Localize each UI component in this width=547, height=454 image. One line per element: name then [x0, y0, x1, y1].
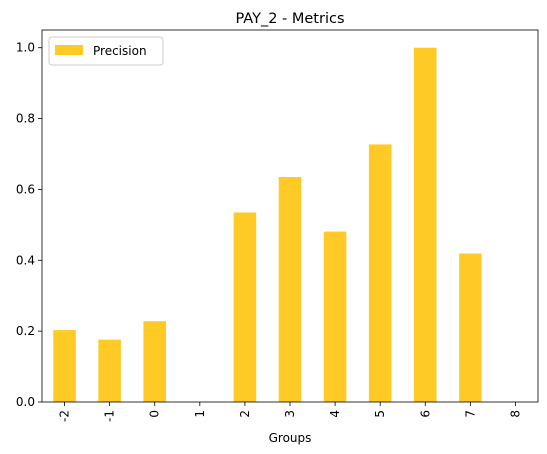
- x-tick-label-0: 0: [148, 410, 162, 418]
- x-tick-label-4: 4: [328, 410, 342, 418]
- y-tick-label-0.6: 0.6: [16, 182, 35, 196]
- bar-5: [368, 144, 392, 402]
- x-tick-label--2: -2: [58, 410, 72, 422]
- y-tick-label-1.0: 1.0: [16, 41, 35, 55]
- legend-swatch: [55, 45, 83, 55]
- legend-label: Precision: [93, 44, 147, 58]
- x-tick-label--1: -1: [103, 410, 117, 422]
- legend-box: [48, 36, 164, 66]
- x-tick-label-6: 6: [418, 410, 432, 418]
- x-axis: -2 -1 0 1 2 3 4 5 6 7 8: [58, 402, 522, 422]
- bar-7: [459, 253, 482, 402]
- x-tick-label-5: 5: [373, 410, 387, 418]
- bar-2: [233, 212, 257, 402]
- y-tick-label-0.8: 0.8: [16, 112, 35, 126]
- legend: Precision: [48, 36, 164, 66]
- bar-3: [278, 177, 302, 402]
- x-tick-label-3: 3: [283, 410, 297, 418]
- x-tick-label-7: 7: [463, 410, 477, 418]
- bar-6: [414, 47, 437, 403]
- x-tick-label-1: 1: [193, 410, 207, 418]
- bar-4: [323, 231, 347, 402]
- x-axis-label: Groups: [269, 431, 312, 445]
- y-tick-label-0.4: 0.4: [16, 253, 35, 267]
- plot-frame: [41, 29, 539, 403]
- x-tick-label-2: 2: [238, 410, 252, 418]
- bar--2: [53, 330, 76, 402]
- bar--1: [98, 339, 121, 402]
- x-tick-label-8: 8: [508, 410, 522, 418]
- bars-group: [53, 47, 482, 403]
- y-tick-label-0.0: 0.0: [16, 395, 35, 409]
- y-tick-label-0.2: 0.2: [16, 324, 35, 338]
- bar-0: [143, 321, 166, 402]
- chart-title: PAY_2 - Metrics: [235, 11, 344, 27]
- y-axis: 0.0 0.2 0.4 0.6 0.8 1.0: [16, 41, 42, 409]
